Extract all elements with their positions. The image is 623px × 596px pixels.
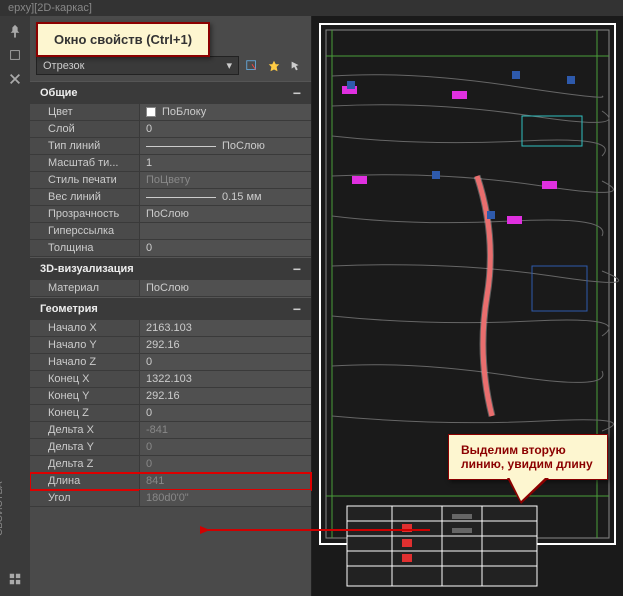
- prop-label: Конец X: [30, 371, 140, 387]
- prop-label: Стиль печати: [30, 172, 140, 188]
- prop-thickness[interactable]: 0: [140, 240, 311, 256]
- callout-properties-window: Окно свойств (Ctrl+1): [36, 22, 210, 57]
- linetype-preview-icon: [146, 146, 216, 147]
- prop-label: Материал: [30, 280, 140, 296]
- prop-hyperlink[interactable]: [140, 223, 311, 239]
- sidebar-vertical-label: СВОЙСТВА: [0, 481, 5, 536]
- props-icon[interactable]: [8, 572, 22, 586]
- prop-angle: 180d0'0": [140, 490, 311, 506]
- section-title: Геометрия: [40, 303, 98, 315]
- prop-endy[interactable]: 292.16: [140, 388, 311, 404]
- prop-startz[interactable]: 0: [140, 354, 311, 370]
- chevron-down-icon: ▾: [226, 59, 232, 72]
- prop-lineweight[interactable]: 0.15 мм: [140, 189, 311, 205]
- select-objects-icon[interactable]: [287, 57, 305, 75]
- prop-material[interactable]: ПоСлою: [140, 280, 311, 296]
- color-swatch-icon: [146, 107, 156, 117]
- prop-label: Вес линий: [30, 189, 140, 205]
- main-area: СВОЙСТВА Отрезок ▾ Общие − ЦветПоБлоку С…: [0, 16, 623, 596]
- drawing-canvas[interactable]: Выделим вторую линию, увидим длину: [312, 16, 623, 596]
- prop-endx[interactable]: 1322.103: [140, 371, 311, 387]
- prop-label: Угол: [30, 490, 140, 506]
- section-title: Общие: [40, 87, 78, 99]
- section-geometry[interactable]: Геометрия −: [30, 297, 311, 320]
- prop-linetype[interactable]: ПоСлою: [140, 138, 311, 154]
- prop-label: Начало X: [30, 320, 140, 336]
- tool-icon[interactable]: [8, 48, 22, 62]
- prop-label: Слой: [30, 121, 140, 137]
- prop-dy: 0: [140, 439, 311, 455]
- section-title: 3D-визуализация: [40, 263, 134, 275]
- section-general[interactable]: Общие −: [30, 81, 311, 104]
- dropdown-value: Отрезок: [43, 60, 84, 72]
- prop-plotstyle: ПоЦвету: [140, 172, 311, 188]
- prop-label: Дельта Z: [30, 456, 140, 472]
- prop-label: Прозрачность: [30, 206, 140, 222]
- prop-startx[interactable]: 2163.103: [140, 320, 311, 336]
- collapse-icon[interactable]: −: [293, 301, 301, 317]
- collapse-icon[interactable]: −: [293, 85, 301, 101]
- prop-label: Начало Z: [30, 354, 140, 370]
- prop-label: Тип линий: [30, 138, 140, 154]
- prop-label: Гиперссылка: [30, 223, 140, 239]
- callout-select-line: Выделим вторую линию, увидим длину: [448, 434, 608, 480]
- prop-label: Толщина: [30, 240, 140, 256]
- left-toolstrip: СВОЙСТВА: [0, 16, 30, 596]
- title-bar: ерху][2D-каркас]: [0, 0, 623, 16]
- pin-icon[interactable]: [8, 24, 22, 38]
- prop-transparency[interactable]: ПоСлою: [140, 206, 311, 222]
- prop-dx: -841: [140, 422, 311, 438]
- prop-label: Конец Y: [30, 388, 140, 404]
- section-3dviz[interactable]: 3D-визуализация −: [30, 257, 311, 280]
- close-icon[interactable]: [8, 72, 22, 86]
- prop-label: Цвет: [30, 104, 140, 120]
- prop-layer[interactable]: 0: [140, 121, 311, 137]
- quick-select-icon[interactable]: [265, 57, 283, 75]
- prop-color[interactable]: ПоБлоку: [140, 104, 311, 120]
- prop-length: 841: [140, 473, 311, 489]
- prop-label: Длина: [30, 473, 140, 489]
- prop-label: Дельта Y: [30, 439, 140, 455]
- toggle-pick-icon[interactable]: [243, 57, 261, 75]
- object-type-dropdown[interactable]: Отрезок ▾: [36, 56, 239, 75]
- prop-label: Дельта X: [30, 422, 140, 438]
- prop-dz: 0: [140, 456, 311, 472]
- prop-starty[interactable]: 292.16: [140, 337, 311, 353]
- prop-label: Конец Z: [30, 405, 140, 421]
- properties-panel: Отрезок ▾ Общие − ЦветПоБлоку Слой0 Тип …: [30, 16, 312, 596]
- prop-endz[interactable]: 0: [140, 405, 311, 421]
- prop-ltscale[interactable]: 1: [140, 155, 311, 171]
- cad-drawing: [312, 16, 623, 596]
- prop-label: Масштаб ти...: [30, 155, 140, 171]
- prop-label: Начало Y: [30, 337, 140, 353]
- lineweight-preview-icon: [146, 197, 216, 198]
- collapse-icon[interactable]: −: [293, 261, 301, 277]
